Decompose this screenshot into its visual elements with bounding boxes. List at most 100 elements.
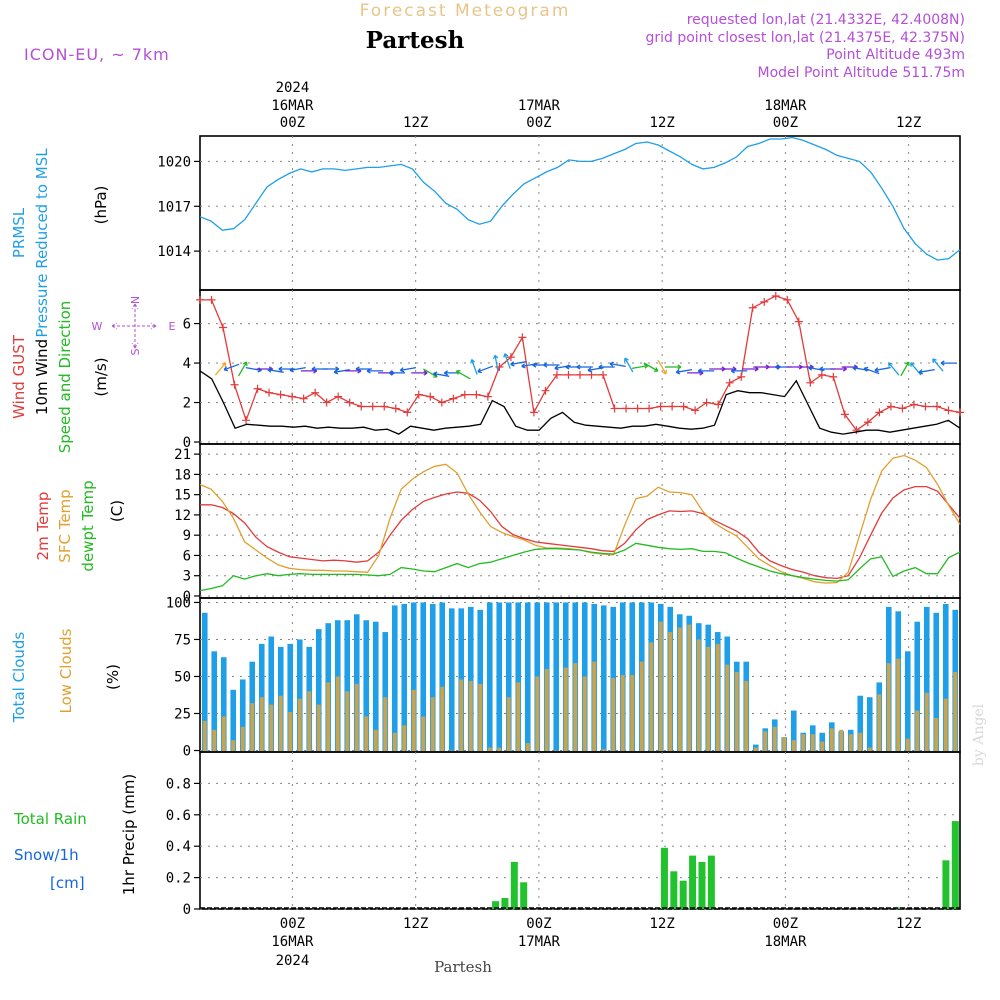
low-cloud-bar	[516, 682, 521, 751]
gust-marker	[633, 404, 642, 413]
pressure-unit: (hPa)	[92, 186, 110, 225]
y-tick-label: 2	[183, 396, 191, 412]
precip-bar	[689, 855, 697, 909]
top-time-tick: 12Z	[650, 115, 675, 131]
precip-label-2: Snow/1h	[14, 846, 79, 864]
gust-marker	[219, 323, 228, 332]
total-cloud-bar	[857, 695, 864, 751]
gust-marker	[529, 408, 538, 417]
total-cloud-bar	[353, 614, 360, 751]
compass-w: W	[92, 320, 103, 333]
gust-marker	[564, 370, 573, 379]
low-cloud-bar	[839, 729, 844, 751]
gust-marker	[299, 394, 308, 403]
gust-marker	[426, 392, 435, 401]
wind-arrow	[900, 361, 910, 377]
low-cloud-bar	[829, 728, 834, 751]
compass-s: S	[129, 348, 142, 355]
total-cloud-bar	[287, 643, 294, 751]
low-cloud-bar	[487, 747, 492, 751]
total-cloud-bar	[439, 602, 446, 751]
bottom-year-label: 2024	[276, 953, 310, 969]
gust-marker	[472, 390, 481, 399]
low-cloud-bar	[278, 695, 283, 751]
gust-marker	[207, 295, 216, 304]
gust-marker	[576, 370, 584, 379]
low-cloud-bar	[934, 717, 939, 751]
gust-marker	[840, 410, 849, 419]
y-tick-label: 1017	[157, 199, 191, 215]
low-cloud-bar	[421, 716, 426, 751]
compass-e: E	[169, 320, 176, 333]
total-cloud-bar	[524, 602, 531, 751]
low-cloud-bar	[744, 680, 749, 751]
precip-bar	[520, 882, 528, 909]
total-cloud-bar	[515, 602, 522, 751]
precip-bar	[501, 898, 509, 909]
low-cloud-bar	[658, 621, 663, 751]
panels: 1014101710200246036912151821025507510000…	[157, 135, 964, 918]
low-cloud-bar	[212, 729, 217, 751]
total-cloud-bar	[420, 602, 427, 751]
low-cloud-bar	[525, 743, 530, 751]
y-tick-label: 0	[183, 435, 191, 451]
precip-bar	[679, 880, 687, 909]
top-date-label: 16MAR	[271, 98, 314, 114]
compass-n: N	[129, 296, 142, 304]
temp-label-1: 2m Temp	[34, 492, 52, 561]
low-cloud-bar	[411, 689, 416, 751]
gust-marker	[380, 402, 389, 411]
gust-marker	[875, 408, 884, 417]
low-cloud-bar	[335, 676, 340, 751]
wind-arrow	[874, 366, 891, 373]
y-tick-label: 0	[183, 589, 191, 605]
low-cloud-bar	[269, 704, 274, 751]
total-cloud-bar	[220, 657, 227, 751]
model-name: ICON-EU, ~ 7km	[24, 45, 170, 64]
bottom-time-tick: 00Z	[280, 916, 305, 932]
bottom-time-tick: 00Z	[773, 916, 798, 932]
temp-label-2: SFC Temp	[56, 489, 74, 562]
total-cloud-bar	[486, 602, 493, 751]
clouds-unit: (%)	[104, 664, 122, 690]
top-date-label: 17MAR	[518, 98, 561, 114]
gust-marker	[483, 392, 492, 401]
wind-arrow	[477, 365, 494, 374]
total-cloud-bar	[391, 605, 398, 751]
low-cloud-bar	[383, 697, 388, 751]
y-tick-label: 3	[183, 569, 191, 585]
wind-arrow	[940, 360, 957, 366]
top-time-tick: 00Z	[280, 115, 305, 131]
wind-arrow	[492, 354, 499, 372]
wind-arrow	[214, 362, 227, 376]
wind-arrow	[388, 370, 406, 376]
wind-arrow	[609, 361, 626, 368]
wind-label-1: Wind GUST	[10, 334, 28, 419]
low-cloud-bar	[582, 676, 587, 751]
gust-marker	[909, 400, 918, 409]
total-cloud-bar	[401, 603, 408, 751]
low-cloud-bar	[307, 691, 312, 751]
low-cloud-bar	[611, 677, 616, 751]
low-cloud-bar	[915, 710, 920, 751]
total-cloud-bar	[201, 612, 208, 751]
gust-marker	[944, 406, 953, 415]
gust-marker	[541, 386, 550, 395]
bottom-time-tick: 12Z	[896, 916, 921, 932]
total-cloud-bar	[923, 606, 930, 751]
total-cloud-bar	[942, 603, 949, 751]
wind-arrow	[223, 363, 240, 372]
low-cloud-bar	[734, 672, 739, 751]
y-tick-label: 0.8	[166, 776, 191, 792]
low-cloud-bar	[297, 698, 302, 751]
total-cloud-bar	[600, 605, 607, 751]
gust-marker	[449, 394, 458, 403]
gust-marker	[368, 402, 377, 411]
low-cloud-bar	[563, 667, 568, 751]
label-group-precip: Total Rain Snow/1h [cm] 1hr Precip (mm)	[13, 774, 138, 895]
temp-label-3: dewpt Temp	[79, 480, 97, 571]
low-cloud-bar	[364, 716, 369, 751]
top-year-label: 2024	[276, 80, 310, 96]
